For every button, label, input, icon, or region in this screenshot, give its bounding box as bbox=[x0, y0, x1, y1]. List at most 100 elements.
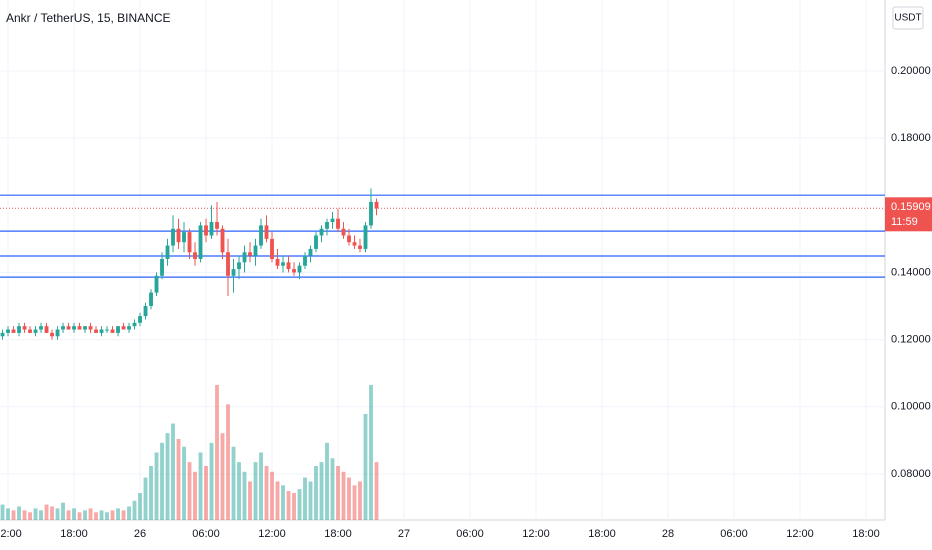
volume-bar bbox=[66, 510, 71, 520]
candle-body bbox=[226, 252, 230, 276]
candle-body bbox=[308, 248, 313, 256]
candle-body bbox=[319, 228, 324, 236]
volume-bar bbox=[297, 489, 302, 520]
volume-bar bbox=[33, 508, 38, 520]
volume-bar bbox=[83, 510, 87, 520]
candle-body bbox=[50, 332, 54, 337]
candle-body bbox=[215, 222, 219, 229]
candle-body bbox=[369, 201, 373, 226]
candle-body bbox=[237, 262, 241, 270]
x-tick-label: 12:00 bbox=[522, 528, 550, 540]
candle-body bbox=[72, 326, 76, 330]
candle-body bbox=[28, 329, 32, 333]
candle-body bbox=[94, 329, 98, 333]
volume-bar bbox=[39, 510, 43, 520]
candle-body bbox=[33, 329, 38, 333]
candle-body bbox=[220, 228, 225, 253]
volume-bar bbox=[132, 500, 137, 520]
candle-body bbox=[248, 252, 252, 256]
candle-body bbox=[259, 225, 263, 246]
volume-bar bbox=[231, 446, 236, 520]
volume-bar bbox=[270, 471, 274, 520]
x-tick-label: 12:00 bbox=[786, 528, 814, 540]
volume-bar bbox=[160, 442, 164, 520]
volume-bar bbox=[77, 512, 82, 520]
volume-bar bbox=[275, 481, 280, 520]
candles bbox=[0, 188, 379, 340]
volume-bar bbox=[55, 508, 60, 520]
candle-body bbox=[297, 265, 302, 273]
volume-bar bbox=[72, 508, 76, 520]
volume-bar bbox=[281, 485, 285, 520]
x-tick-label: 28 bbox=[662, 528, 674, 540]
candle-body bbox=[187, 232, 192, 253]
candle-body bbox=[363, 225, 368, 249]
candle-body bbox=[154, 275, 159, 293]
volume-bar bbox=[237, 462, 241, 520]
x-tick-label: 26 bbox=[134, 528, 146, 540]
candle-body bbox=[314, 235, 318, 249]
volume-bar bbox=[303, 477, 307, 520]
volume-bar bbox=[286, 491, 291, 520]
candle-body bbox=[171, 228, 175, 246]
volume-bar bbox=[88, 508, 93, 520]
currency-box[interactable] bbox=[892, 6, 924, 30]
volume-bar bbox=[138, 493, 142, 520]
volume-bar bbox=[358, 481, 362, 520]
y-tick-label: 0.08000 bbox=[891, 468, 931, 480]
x-tick-label: 12:00 bbox=[0, 528, 22, 540]
volume-bar bbox=[165, 433, 170, 520]
volume-bar bbox=[110, 510, 115, 520]
candle-body bbox=[61, 326, 65, 330]
y-tick-label: 0.12000 bbox=[891, 334, 931, 346]
volume-bar bbox=[374, 462, 379, 520]
volume-bar bbox=[319, 462, 324, 520]
volume-bar bbox=[215, 385, 219, 520]
volume-bar bbox=[226, 404, 230, 520]
y-tick-label: 0.14000 bbox=[891, 266, 931, 278]
x-tick-label: 06:00 bbox=[456, 528, 484, 540]
volume-bar bbox=[99, 510, 104, 520]
candle-body bbox=[374, 201, 379, 209]
volume-bar bbox=[325, 442, 329, 520]
candle-body bbox=[209, 222, 214, 236]
volume-bar bbox=[187, 462, 192, 520]
candle-body bbox=[138, 316, 142, 323]
volume-bar bbox=[143, 477, 148, 520]
candle-body bbox=[303, 255, 307, 266]
volume-bar bbox=[193, 471, 197, 520]
volume-bar bbox=[176, 439, 181, 520]
volume-bar bbox=[352, 485, 357, 520]
candle-body bbox=[275, 258, 280, 266]
candle-body bbox=[160, 258, 164, 276]
volume-bar bbox=[336, 466, 340, 520]
volume-bar bbox=[209, 442, 214, 520]
y-tick-label: 0.20000 bbox=[891, 65, 931, 77]
x-tick-label: 27 bbox=[398, 528, 410, 540]
volume-bar bbox=[204, 466, 208, 520]
candle-body bbox=[198, 225, 203, 259]
volume-bar bbox=[22, 510, 27, 520]
x-tick-label: 18:00 bbox=[324, 528, 352, 540]
volume-bar bbox=[259, 452, 263, 520]
candle-body bbox=[352, 242, 357, 246]
candle-body bbox=[336, 218, 340, 229]
volume-bar bbox=[0, 504, 5, 520]
candle-body bbox=[292, 269, 296, 273]
candle-body bbox=[0, 332, 5, 337]
candle-body bbox=[231, 269, 236, 276]
candle-body bbox=[121, 326, 126, 330]
levels bbox=[0, 194, 885, 278]
volume bbox=[0, 385, 379, 520]
volume-bar bbox=[347, 477, 351, 520]
candle-body bbox=[55, 329, 60, 337]
volume-bar bbox=[50, 506, 54, 520]
candle-body bbox=[204, 225, 208, 236]
volume-bar bbox=[242, 471, 247, 520]
candle-body bbox=[99, 329, 104, 333]
candle-body bbox=[270, 238, 274, 259]
volume-bar bbox=[314, 466, 318, 520]
chart-title: Ankr / TetherUS, 15, BINANCE bbox=[6, 11, 171, 25]
candle-body bbox=[193, 252, 197, 259]
